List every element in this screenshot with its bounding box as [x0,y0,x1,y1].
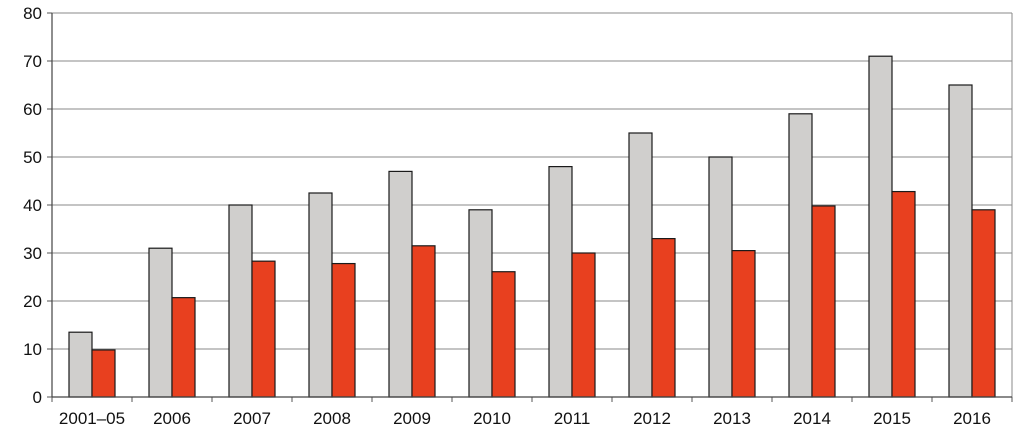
bar-series2 [331,262,356,398]
y-tick-label: 0 [33,388,42,407]
bar-series1 [628,132,653,398]
bar-series2 [251,260,276,398]
y-tick-label: 40 [23,196,42,215]
bar-series1 [708,156,733,398]
bar-series1 [948,84,973,398]
x-tick-label: 2006 [153,409,191,428]
axes [47,12,1013,402]
y-tick-label: 80 [23,4,42,23]
bar-series2 [811,205,836,398]
bar-series2 [411,245,436,398]
x-tick-label: 2016 [953,409,991,428]
y-tick-label: 20 [23,292,42,311]
y-tick-label: 70 [23,52,42,71]
gridlines [52,12,1012,398]
x-tick-label: 2014 [793,409,831,428]
bar-series1 [388,170,413,398]
y-tick-label: 50 [23,148,42,167]
bar-series2 [651,238,676,398]
y-tick-labels: 0 10 20 30 40 50 60 70 80 [23,4,42,407]
bar-series1 [68,331,93,398]
bar-series1 [788,113,813,398]
x-tick-label: 2013 [713,409,751,428]
x-tick-label: 2010 [473,409,511,428]
bar-series2 [571,252,596,398]
x-tick-label: 2012 [633,409,671,428]
bar-series2 [491,271,516,398]
y-tick-label: 60 [23,100,42,119]
bar-series1 [308,192,333,398]
x-tick-label: 2001–05 [59,409,125,428]
y-tick-label: 10 [23,340,42,359]
bar-series2 [971,209,996,398]
x-tick-label: 2011 [554,409,591,428]
x-tick-labels: 2001–05 2006 2007 2008 2009 2010 2011 2012 2013 2… [59,409,991,428]
x-tick-label: 2007 [233,409,271,428]
bar-series1 [228,204,253,398]
x-tick-label: 2008 [313,409,351,428]
bar-series2 [731,250,756,398]
x-tick-label: 2009 [393,409,431,428]
x-tick-label: 2015 [873,409,911,428]
bar-series1 [868,55,893,398]
bar-series1 [548,166,573,398]
bar-series1 [468,209,493,398]
bar-series2 [171,297,196,398]
bar-series2 [891,190,916,398]
bar-series1 [148,247,173,398]
y-tick-label: 30 [23,244,42,263]
bar-series2 [91,349,116,398]
bars [68,55,996,398]
